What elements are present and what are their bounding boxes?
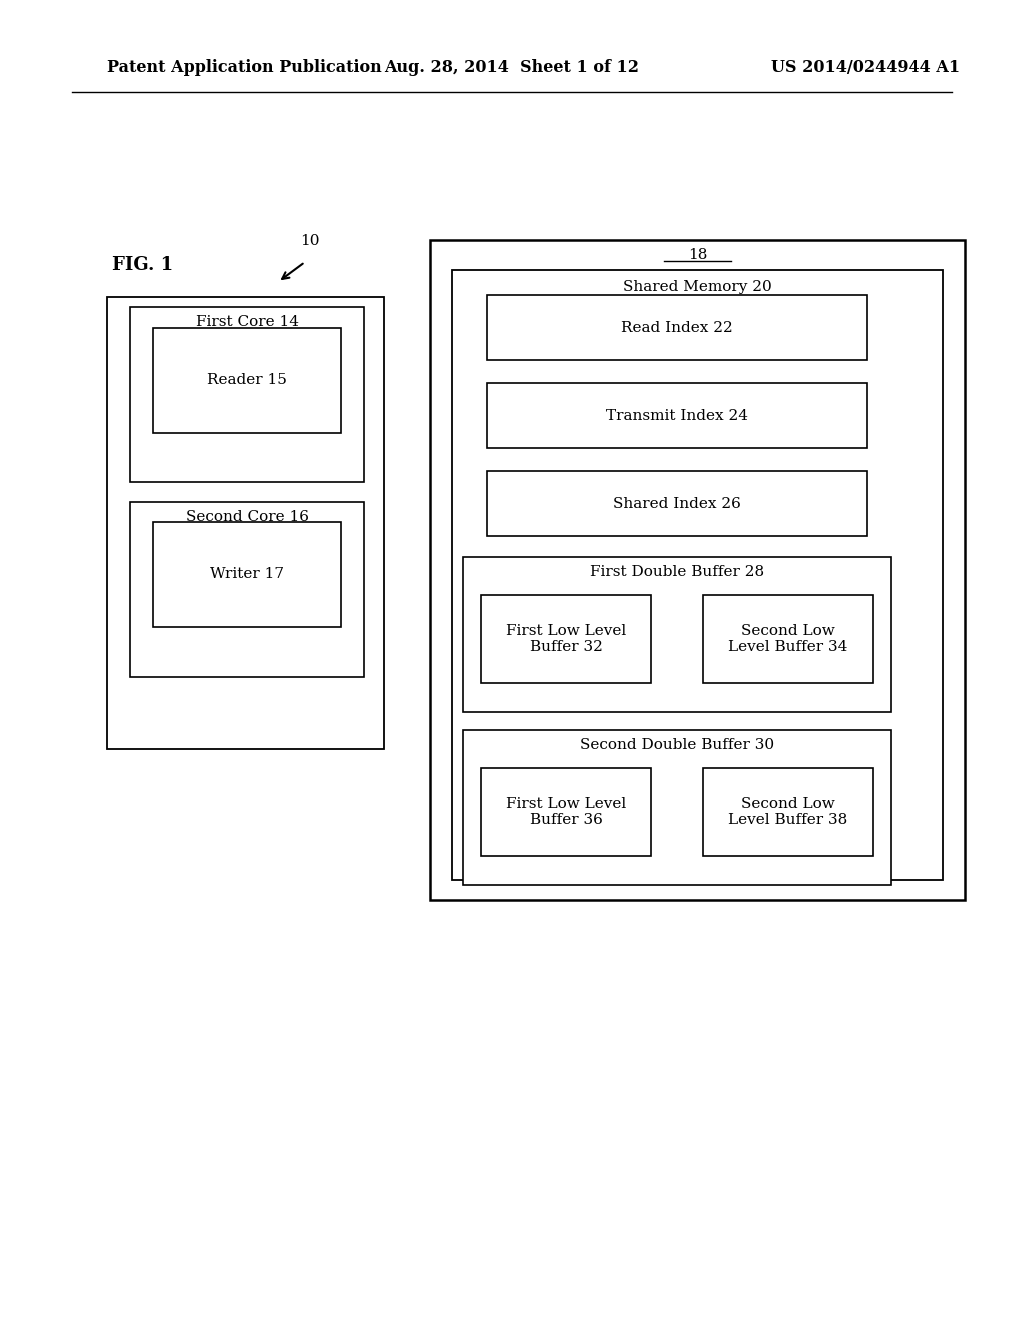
Text: Processor 12: Processor 12	[196, 308, 296, 321]
Text: Shared Memory 20: Shared Memory 20	[624, 280, 772, 294]
Text: First Core 14: First Core 14	[196, 315, 299, 329]
Text: FIG. 1: FIG. 1	[112, 256, 173, 275]
Text: Writer 17: Writer 17	[210, 568, 284, 582]
Text: Second Core 16: Second Core 16	[185, 510, 308, 524]
Text: Read Index 22: Read Index 22	[622, 321, 733, 334]
Bar	[487, 471, 867, 536]
Bar	[130, 308, 364, 482]
Bar	[481, 595, 651, 682]
Bar	[703, 768, 873, 855]
Text: Reader 15: Reader 15	[207, 374, 287, 388]
Bar	[452, 271, 943, 880]
Text: 18: 18	[688, 248, 708, 261]
Text: First Double Buffer 28: First Double Buffer 28	[590, 565, 764, 579]
Text: Shared Index 26: Shared Index 26	[613, 496, 741, 511]
Text: First Low Level
Buffer 32: First Low Level Buffer 32	[506, 624, 626, 655]
Bar	[487, 383, 867, 447]
Text: Patent Application Publication: Patent Application Publication	[106, 59, 382, 77]
Bar	[463, 730, 891, 884]
Text: Second Low
Level Buffer 38: Second Low Level Buffer 38	[728, 797, 848, 828]
Bar	[703, 595, 873, 682]
Text: Second Low
Level Buffer 34: Second Low Level Buffer 34	[728, 624, 848, 655]
Text: Second Double Buffer 30: Second Double Buffer 30	[580, 738, 774, 752]
Text: 10: 10	[300, 234, 319, 248]
Bar	[130, 502, 364, 677]
Text: US 2014/0244944 A1: US 2014/0244944 A1	[771, 59, 961, 77]
Text: Transmit Index 24: Transmit Index 24	[606, 408, 748, 422]
Bar	[153, 521, 341, 627]
Bar	[463, 557, 891, 711]
Text: Aug. 28, 2014  Sheet 1 of 12: Aug. 28, 2014 Sheet 1 of 12	[384, 59, 640, 77]
Text: First Low Level
Buffer 36: First Low Level Buffer 36	[506, 797, 626, 828]
Bar	[106, 297, 384, 748]
Bar	[481, 768, 651, 855]
Bar	[430, 240, 965, 900]
Bar	[153, 327, 341, 433]
Bar	[487, 294, 867, 360]
